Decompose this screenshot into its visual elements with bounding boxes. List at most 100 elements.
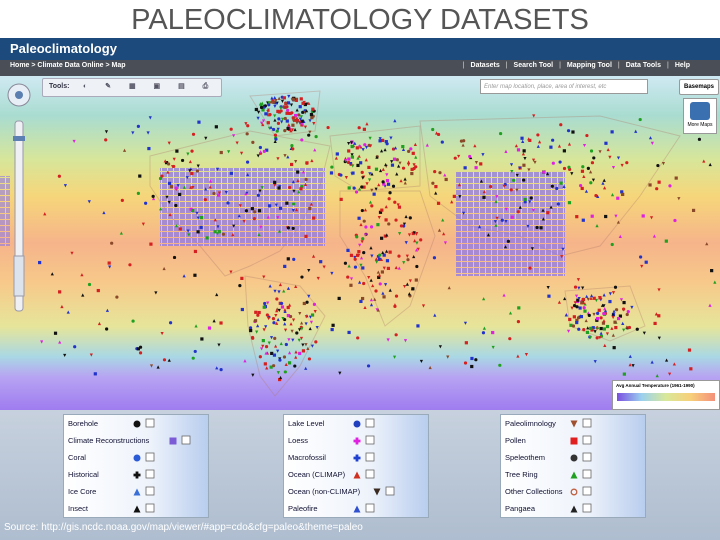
legend-label[interactable]: Climate Reconstructions bbox=[68, 436, 150, 445]
marker bbox=[162, 266, 166, 271]
edit-icon[interactable] bbox=[582, 486, 592, 496]
marker bbox=[419, 238, 423, 242]
marker bbox=[174, 203, 178, 208]
legend-label[interactable]: Ocean (non-CLIMAP) bbox=[288, 487, 361, 496]
legend-label[interactable]: Lake Level bbox=[288, 419, 325, 428]
edit-icon[interactable] bbox=[582, 469, 592, 479]
marker bbox=[286, 305, 290, 310]
marker bbox=[648, 136, 653, 140]
legend-label[interactable]: Speleothem bbox=[505, 453, 546, 462]
basemaps-button[interactable]: Basemaps bbox=[679, 79, 719, 95]
marker bbox=[357, 187, 362, 191]
marker bbox=[307, 101, 311, 105]
marker bbox=[136, 191, 140, 195]
legend-label[interactable]: Paleofire bbox=[288, 504, 318, 513]
marker bbox=[286, 314, 290, 318]
edit-icon[interactable] bbox=[181, 435, 191, 445]
more-maps-button[interactable]: More Maps bbox=[683, 98, 717, 134]
legend-label[interactable]: Other Collections bbox=[505, 487, 563, 496]
marker bbox=[415, 241, 419, 245]
legend-label[interactable]: Paleolimnology bbox=[505, 419, 556, 428]
edit-icon[interactable] bbox=[365, 435, 375, 445]
marker bbox=[668, 372, 672, 376]
marker bbox=[362, 219, 366, 223]
marker bbox=[482, 190, 486, 194]
marker bbox=[577, 327, 581, 331]
legend-label[interactable]: Borehole bbox=[68, 419, 99, 428]
edit-icon[interactable] bbox=[365, 503, 375, 513]
search-box[interactable]: Enter map location, place, area of inter… bbox=[480, 79, 648, 94]
marker bbox=[229, 270, 233, 274]
marker bbox=[277, 186, 281, 190]
edit-icon[interactable] bbox=[365, 418, 375, 428]
legend-label[interactable]: Insect bbox=[68, 504, 89, 513]
marker bbox=[309, 320, 314, 325]
edit-icon[interactable] bbox=[145, 486, 155, 496]
marker bbox=[713, 280, 717, 284]
edit-icon[interactable] bbox=[145, 452, 155, 462]
marker bbox=[283, 309, 287, 314]
marker bbox=[299, 97, 303, 101]
nav-link[interactable]: Help bbox=[674, 62, 690, 69]
legend-label[interactable]: Macrofossil bbox=[288, 453, 326, 462]
marker bbox=[343, 261, 348, 265]
marker bbox=[291, 209, 295, 213]
nav-link[interactable]: Mapping Tool bbox=[566, 62, 612, 69]
marker bbox=[261, 122, 265, 127]
marker bbox=[70, 251, 74, 255]
nav-link[interactable]: Data Tools bbox=[625, 62, 661, 69]
marker bbox=[58, 340, 62, 344]
marker bbox=[470, 356, 474, 361]
legend-label[interactable]: Loess bbox=[288, 436, 309, 445]
tool-icons[interactable]: ◐ ✎ ▦ ▣ ▤ ⎙ bbox=[83, 83, 217, 90]
marker bbox=[347, 149, 351, 153]
edit-icon[interactable] bbox=[145, 503, 155, 513]
edit-icon[interactable] bbox=[365, 469, 375, 479]
marker bbox=[575, 305, 579, 309]
edit-icon[interactable] bbox=[582, 418, 592, 428]
marker bbox=[283, 129, 287, 133]
legend-label[interactable]: Ocean (CLIMAP) bbox=[288, 470, 346, 479]
marker bbox=[262, 328, 266, 332]
map[interactable] bbox=[0, 76, 720, 410]
marker bbox=[274, 99, 278, 103]
marker bbox=[361, 266, 365, 270]
marker bbox=[503, 245, 508, 249]
nav-link[interactable]: Search Tool bbox=[513, 62, 554, 69]
edit-icon[interactable] bbox=[145, 418, 155, 428]
marker bbox=[217, 193, 221, 197]
marker bbox=[569, 323, 573, 327]
legend-label[interactable]: Pangaea bbox=[505, 504, 536, 513]
legend-label[interactable]: Tree Ring bbox=[505, 470, 538, 479]
marker bbox=[589, 149, 594, 153]
marker bbox=[283, 322, 287, 326]
marker bbox=[367, 275, 371, 280]
zoom-control[interactable] bbox=[7, 83, 31, 312]
legend-label[interactable]: Coral bbox=[68, 453, 86, 462]
edit-icon[interactable] bbox=[365, 452, 375, 462]
marker bbox=[566, 329, 571, 333]
marker bbox=[625, 161, 629, 165]
marker bbox=[274, 344, 278, 348]
edit-icon[interactable] bbox=[145, 469, 155, 479]
marker bbox=[283, 370, 287, 374]
legend-label[interactable]: Pollen bbox=[505, 436, 526, 445]
marker bbox=[319, 260, 323, 264]
marker bbox=[278, 206, 283, 210]
marker bbox=[256, 313, 260, 317]
nav-link[interactable]: Datasets bbox=[470, 62, 500, 69]
marker bbox=[253, 210, 257, 214]
marker bbox=[616, 220, 621, 224]
edit-icon[interactable] bbox=[582, 452, 592, 462]
legend-label[interactable]: Historical bbox=[68, 470, 99, 479]
marker bbox=[280, 301, 284, 306]
edit-icon[interactable] bbox=[385, 486, 395, 496]
site-title[interactable]: Paleoclimatology bbox=[10, 41, 117, 56]
marker bbox=[362, 251, 366, 255]
edit-icon[interactable] bbox=[582, 503, 592, 513]
marker bbox=[365, 182, 369, 186]
legend-label[interactable]: Ice Core bbox=[68, 487, 97, 496]
breadcrumb[interactable]: Home > Climate Data Online > Map bbox=[10, 62, 126, 69]
edit-icon[interactable] bbox=[582, 435, 592, 445]
marker bbox=[208, 179, 213, 183]
